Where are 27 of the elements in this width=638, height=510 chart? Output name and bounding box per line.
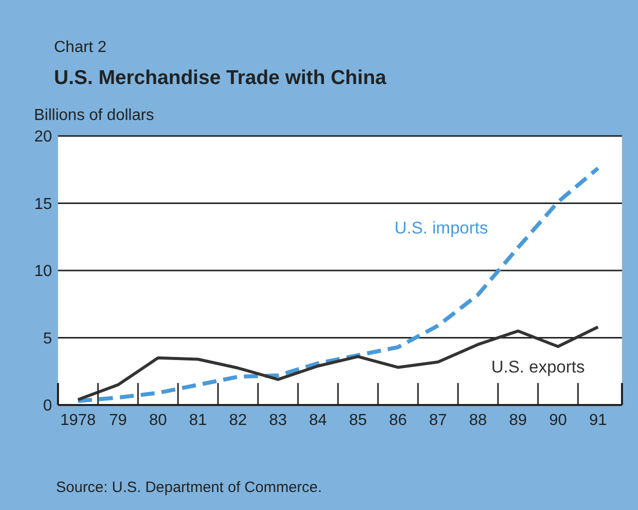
x-tick-label: 91 <box>589 412 607 429</box>
y-axis-title: Billions of dollars <box>34 107 154 124</box>
y-tick-label: 15 <box>34 196 52 213</box>
line-series <box>76 325 600 402</box>
chart-subtitle: Chart 2 <box>54 39 107 56</box>
y-tick-label: 5 <box>43 330 52 348</box>
x-tick-label: 85 <box>349 412 367 429</box>
source-note: Source: U.S. Department of Commerce. <box>56 479 322 496</box>
y-tick-label: 20 <box>34 128 52 146</box>
x-tick-label: 88 <box>469 412 487 429</box>
x-tick-label: 1978 <box>60 412 96 429</box>
x-tick-label: 90 <box>549 412 567 429</box>
series-label: U.S. imports <box>394 218 488 238</box>
x-tick-label: 81 <box>189 412 207 429</box>
x-tick-label: 89 <box>509 412 527 429</box>
y-tick-label: 10 <box>34 263 52 280</box>
series-label: U.S. exports <box>491 357 585 376</box>
x-tick-label: 86 <box>389 412 407 429</box>
x-tick-label: 87 <box>429 412 447 429</box>
line-series <box>76 166 600 403</box>
x-tick-label: 80 <box>149 412 167 429</box>
x-tick-label: 82 <box>229 412 247 429</box>
y-tick-label: 0 <box>43 398 52 415</box>
chart-title: U.S. Merchandise Trade with China <box>54 67 388 89</box>
x-tick-label: 79 <box>109 412 127 429</box>
x-tick-label: 84 <box>309 412 327 429</box>
x-tick-label: 83 <box>269 412 287 429</box>
